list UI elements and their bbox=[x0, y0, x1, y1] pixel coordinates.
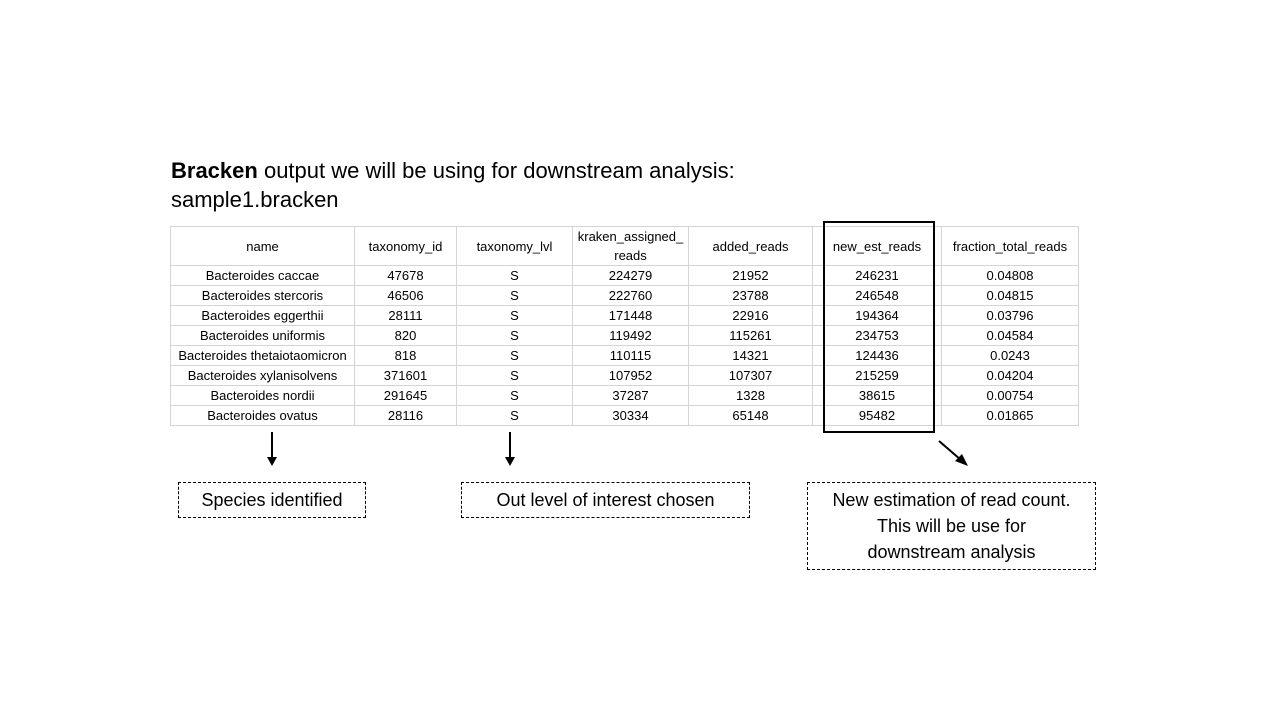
species-identified-text: Species identified bbox=[201, 490, 343, 510]
table-cell: 28116 bbox=[354, 405, 457, 426]
table-cell: 818 bbox=[354, 345, 457, 366]
new-estimation-note: New estimation of read count. This will … bbox=[807, 482, 1096, 570]
table-cell: 0.04815 bbox=[941, 285, 1079, 306]
table-cell: Bacteroides thetaiotaomicron bbox=[170, 345, 355, 366]
table-row: Bacteroides stercoris 46506 S 222760 23788 24… bbox=[170, 285, 1096, 306]
species-identified-note: Species identified bbox=[178, 482, 366, 518]
column-header: new_est_reads bbox=[812, 226, 942, 266]
heading-filename: sample1.bracken bbox=[171, 187, 339, 212]
new-est-arrow bbox=[938, 440, 968, 466]
table-cell: 246231 bbox=[812, 265, 942, 286]
empty-cell bbox=[1078, 265, 1096, 286]
table-cell: 124436 bbox=[812, 345, 942, 366]
table-cell: 0.01865 bbox=[941, 405, 1079, 426]
heading-bold-word: Bracken bbox=[171, 158, 258, 183]
new-estimation-text: New estimation of read count. This will … bbox=[832, 490, 1071, 562]
table-cell: Bacteroides eggerthii bbox=[170, 305, 355, 326]
empty-cell bbox=[1078, 405, 1096, 426]
table-header-row: name taxonomy_id taxonomy_lvl kraken_ass… bbox=[170, 226, 1096, 266]
table-row: Bacteroides thetaiotaomicron 818 S 110115 14… bbox=[170, 345, 1096, 366]
bracken-output-table: name taxonomy_id taxonomy_lvl kraken_ass… bbox=[170, 226, 1096, 426]
table-cell: 107952 bbox=[572, 365, 689, 386]
heading-line-1: Bracken output we will be using for down… bbox=[171, 156, 735, 185]
table-row: Bacteroides ovatus 28116 S 30334 65148 95482 0… bbox=[170, 405, 1096, 426]
empty-cell bbox=[1078, 325, 1096, 346]
empty-cell bbox=[1078, 365, 1096, 386]
column-header: name bbox=[170, 226, 355, 266]
column-header: added_reads bbox=[688, 226, 813, 266]
table-cell: 107307 bbox=[688, 365, 813, 386]
empty-cell bbox=[1078, 285, 1096, 306]
table-cell: 194364 bbox=[812, 305, 942, 326]
table-cell: Bacteroides uniformis bbox=[170, 325, 355, 346]
level-of-interest-note: Out level of interest chosen bbox=[461, 482, 750, 518]
table-cell: 371601 bbox=[354, 365, 457, 386]
table-cell: 65148 bbox=[688, 405, 813, 426]
level-of-interest-text: Out level of interest chosen bbox=[496, 490, 715, 510]
slide-heading: Bracken output we will be using for down… bbox=[171, 156, 735, 214]
empty-cell bbox=[1078, 345, 1096, 366]
empty-cell bbox=[1078, 385, 1096, 406]
table-cell: Bacteroides ovatus bbox=[170, 405, 355, 426]
heading-rest: output we will be using for downstream a… bbox=[257, 158, 735, 183]
column-header: kraken_assigned_ reads bbox=[572, 226, 689, 266]
new-est-reads-highlight bbox=[823, 221, 935, 433]
table-row: Bacteroides xylanisolvens 371601 S 107952 10… bbox=[170, 365, 1096, 386]
table-cell: 0.00754 bbox=[941, 385, 1079, 406]
table-cell: 22916 bbox=[688, 305, 813, 326]
table-cell: 30334 bbox=[572, 405, 689, 426]
table-cell: 0.04204 bbox=[941, 365, 1079, 386]
table-row: Bacteroides eggerthii 28111 S 171448 22916 19… bbox=[170, 305, 1096, 326]
empty-cell bbox=[1078, 305, 1096, 326]
level-arrow bbox=[505, 432, 515, 466]
empty-cell bbox=[1078, 226, 1096, 266]
column-header: taxonomy_id bbox=[354, 226, 457, 266]
table-cell: Bacteroides nordii bbox=[170, 385, 355, 406]
species-arrow bbox=[267, 432, 277, 466]
